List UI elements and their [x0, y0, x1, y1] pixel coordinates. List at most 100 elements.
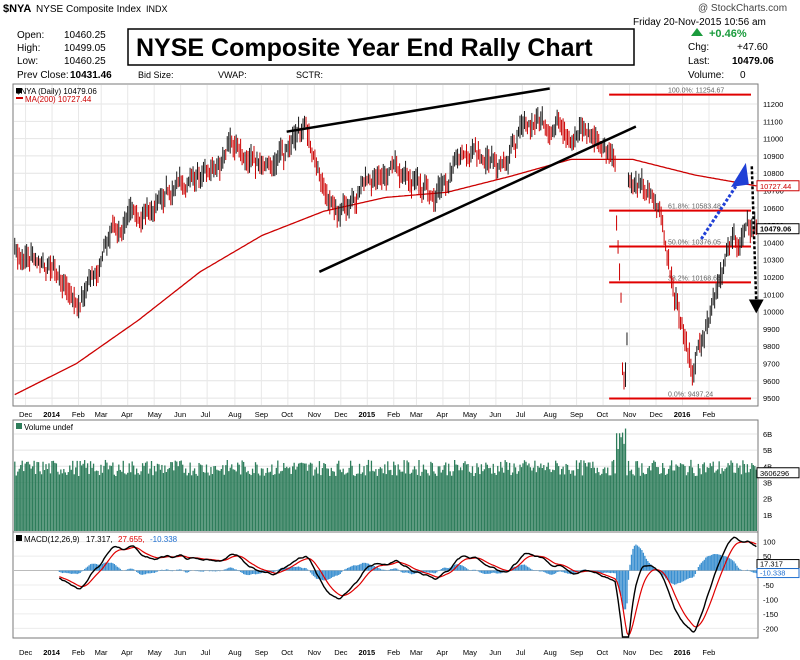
volume-bar — [474, 473, 477, 531]
volume-bar — [167, 469, 169, 531]
macd-hist-bar — [251, 570, 254, 574]
volume-bar — [147, 473, 150, 531]
volume-bar — [364, 475, 367, 531]
volume-bar — [124, 473, 126, 531]
volume-bar — [560, 468, 563, 531]
volume-bar — [162, 472, 165, 531]
macd-hist-bar — [746, 569, 749, 571]
volume-bar — [125, 474, 127, 531]
macd-hist-bar — [171, 570, 173, 572]
macd-legend: MACD(12,26,9) 17.317, 27.655, -10.338 — [16, 535, 178, 544]
x-tick-label: Jul — [516, 648, 526, 657]
volume-bar — [283, 462, 285, 531]
volume-bar — [613, 459, 615, 531]
volume-bar — [318, 461, 321, 531]
volume-bar — [522, 463, 524, 531]
volume-bar — [260, 468, 263, 531]
macd-hist-bar — [410, 570, 413, 575]
price-y-axis: 9500 9600 9700 9800 9900 10000 10100 10200 10300… — [756, 100, 800, 403]
volume-bar — [514, 467, 517, 531]
volume-bar — [495, 474, 497, 531]
macd-hist-bar — [599, 570, 601, 573]
macd-hist-bar — [638, 546, 640, 571]
volume-bar — [280, 471, 282, 531]
macd-hist-bar — [254, 570, 257, 575]
volume-value: 0 — [740, 70, 746, 81]
volume-bar — [751, 463, 753, 531]
volume-bar — [55, 463, 58, 531]
volume-bar — [418, 460, 420, 531]
volume-bar — [552, 469, 554, 531]
macd-hist-bar — [355, 565, 358, 571]
volume-bar — [188, 472, 190, 531]
volume-bar — [571, 470, 573, 531]
macd-hist-bar — [719, 554, 722, 571]
up-arrow-icon — [691, 28, 703, 36]
x-tick-label: Jul — [201, 648, 211, 657]
macd-hist-bar — [121, 570, 123, 571]
volume-bar — [327, 468, 329, 531]
macd-hist-bar — [72, 570, 74, 574]
macd-hist-bar — [216, 570, 218, 572]
volume-bar — [602, 468, 604, 531]
macd-hist-bar — [188, 570, 190, 573]
volume-bar — [266, 467, 269, 531]
macd-hist-bar — [290, 567, 292, 571]
low-label: Low: — [17, 56, 38, 67]
volume-bar — [702, 464, 704, 531]
macd-hist-bar — [672, 570, 674, 584]
price-legend-swatch — [16, 88, 22, 93]
macd-hist-bar — [553, 570, 555, 574]
macd-hist-bar — [581, 569, 584, 571]
macd-hist-bar — [379, 568, 381, 571]
volume-bar — [630, 469, 633, 531]
macd-hist-bar — [440, 568, 442, 571]
volume-bar — [296, 466, 298, 531]
macd-hist-bar — [115, 565, 117, 571]
exchange: INDX — [146, 4, 168, 14]
title-box-frame — [127, 28, 635, 66]
macd-hist-bar — [442, 568, 444, 571]
symbol: $NYA — [3, 3, 31, 15]
volume-bar — [14, 461, 16, 531]
macd-hist-bar — [306, 569, 309, 571]
macd-hist-bar — [95, 564, 98, 571]
macd-hist-bar — [396, 568, 398, 571]
macd-hist-bar — [297, 566, 300, 571]
volume-bar — [83, 460, 86, 531]
macd-hist-bar — [709, 555, 711, 571]
volume-bar — [297, 463, 300, 531]
macd-hist-bar — [64, 570, 66, 573]
volume-bar — [396, 475, 398, 531]
macd-hist-bar — [147, 570, 150, 574]
volume-bar — [745, 472, 747, 531]
volume-bar — [104, 459, 107, 531]
volume-bar — [254, 462, 257, 531]
macd-hist-bar — [245, 570, 248, 575]
macd-hist-bar — [623, 570, 625, 610]
volume-bar — [164, 465, 166, 531]
volume-bar — [306, 470, 309, 531]
volume-bar — [312, 475, 315, 531]
macd-hist-bar — [669, 570, 671, 583]
volume-bar — [43, 470, 46, 531]
macd-hist-bar — [382, 569, 384, 571]
macd-hist-bar — [333, 570, 335, 577]
volume-bar — [237, 462, 239, 531]
volume-bar — [27, 461, 29, 531]
volume-bar — [691, 467, 694, 531]
volume-bar — [171, 462, 173, 531]
macd-hist-bar — [128, 568, 130, 571]
volume-bar — [168, 467, 170, 531]
macd-hist-bar — [326, 570, 328, 581]
macd-hist-bar — [92, 563, 95, 571]
volume-bar — [192, 470, 194, 531]
volume-bar — [95, 470, 98, 531]
macd-hist-bar — [682, 570, 685, 582]
macd-hist-bar — [565, 570, 567, 574]
x-tick-label: Sep — [255, 410, 268, 419]
macd-hist-bar — [347, 567, 349, 571]
volume-bar — [574, 475, 576, 531]
volume-bar — [238, 464, 240, 531]
x-tick-label: May — [463, 410, 477, 419]
